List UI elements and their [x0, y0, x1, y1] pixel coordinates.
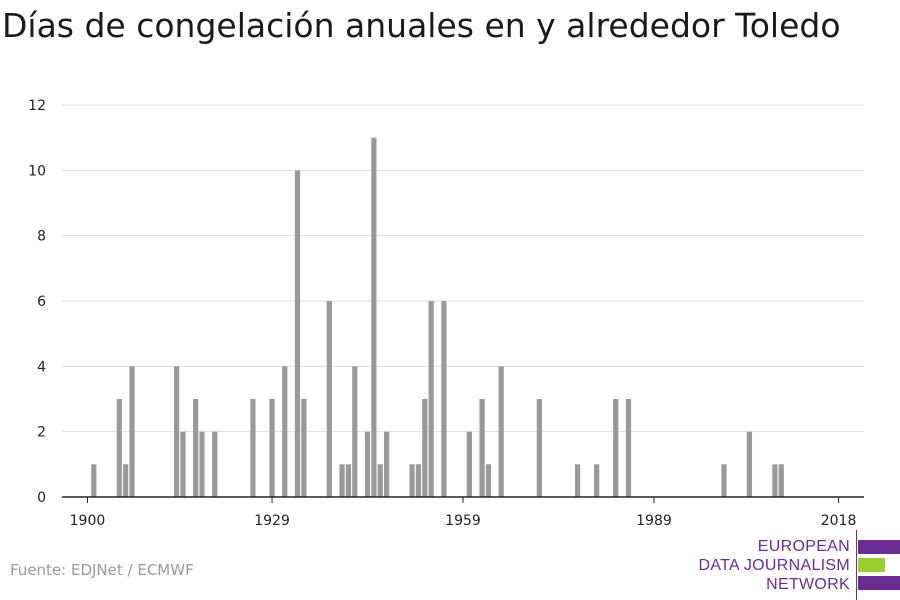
y-gridlines: [62, 104, 864, 433]
chart-title: Días de congelación anuales en y alreded…: [2, 6, 841, 45]
bar: [778, 464, 784, 497]
edjnet-logo: EUROPEAN DATA JOURNALISM NETWORK: [698, 530, 900, 600]
x-tick-label: 1959: [445, 513, 481, 529]
bar: [428, 301, 434, 497]
x-tick-label: 1989: [636, 513, 672, 529]
bar: [212, 431, 218, 497]
logo-line-1: EUROPEAN: [757, 538, 850, 555]
bar: [377, 464, 383, 497]
bar: [409, 464, 415, 497]
logo-divider: [856, 530, 857, 600]
bar: [193, 399, 199, 497]
bar: [371, 137, 377, 497]
bar: [339, 464, 345, 497]
bar: [441, 301, 447, 497]
y-tick-label: 10: [28, 163, 46, 179]
bar: [746, 431, 753, 497]
bar: [574, 464, 581, 497]
x-tick-label: 1900: [70, 513, 106, 529]
bar: [613, 399, 619, 497]
bar: [116, 399, 122, 497]
bar: [415, 464, 422, 497]
bar: [269, 399, 275, 497]
logo-line-2: DATA JOURNALISM: [698, 557, 850, 574]
bar: [721, 464, 727, 497]
bar: [282, 366, 288, 497]
bar: [352, 366, 358, 497]
bar: [485, 464, 492, 497]
y-tick-label: 12: [28, 98, 46, 114]
bar: [466, 431, 472, 497]
logo-bar-bottom: [858, 576, 900, 590]
bar: [91, 464, 97, 497]
logo-bar-middle: [858, 558, 885, 572]
logo-bar-top: [858, 540, 900, 554]
bar: [326, 301, 332, 497]
source-note: Fuente: EDJNet / ECMWF: [10, 561, 194, 579]
bars: [91, 137, 784, 498]
y-axis-tick-labels: 0 2 4 6 8 10 12: [28, 98, 46, 506]
bar: [364, 431, 371, 497]
bar: [594, 464, 600, 497]
bar: [250, 399, 256, 497]
y-tick-label: 8: [37, 229, 46, 245]
bar: [772, 464, 778, 497]
bar: [625, 399, 632, 497]
y-tick-label: 6: [37, 294, 46, 310]
bar: [301, 399, 307, 497]
bar: [345, 464, 352, 497]
bar: [384, 431, 390, 497]
y-tick-label: 4: [37, 359, 46, 375]
bar: [498, 366, 504, 497]
x-tick-label: 1929: [254, 513, 290, 529]
x-tick-label: 2018: [821, 513, 857, 529]
bar: [536, 399, 542, 497]
logo-line-3: NETWORK: [766, 576, 850, 593]
bar: [173, 366, 180, 497]
bar: [294, 170, 301, 498]
bar: [479, 399, 485, 497]
x-axis-ticks: 1900 1929 1959 1989 2018: [62, 496, 864, 529]
bar: [180, 431, 186, 497]
bar: [199, 431, 205, 497]
bar: [422, 399, 428, 497]
bar: [123, 464, 129, 497]
y-tick-label: 2: [37, 425, 46, 441]
bar: [129, 366, 135, 497]
y-tick-label: 0: [37, 490, 46, 506]
